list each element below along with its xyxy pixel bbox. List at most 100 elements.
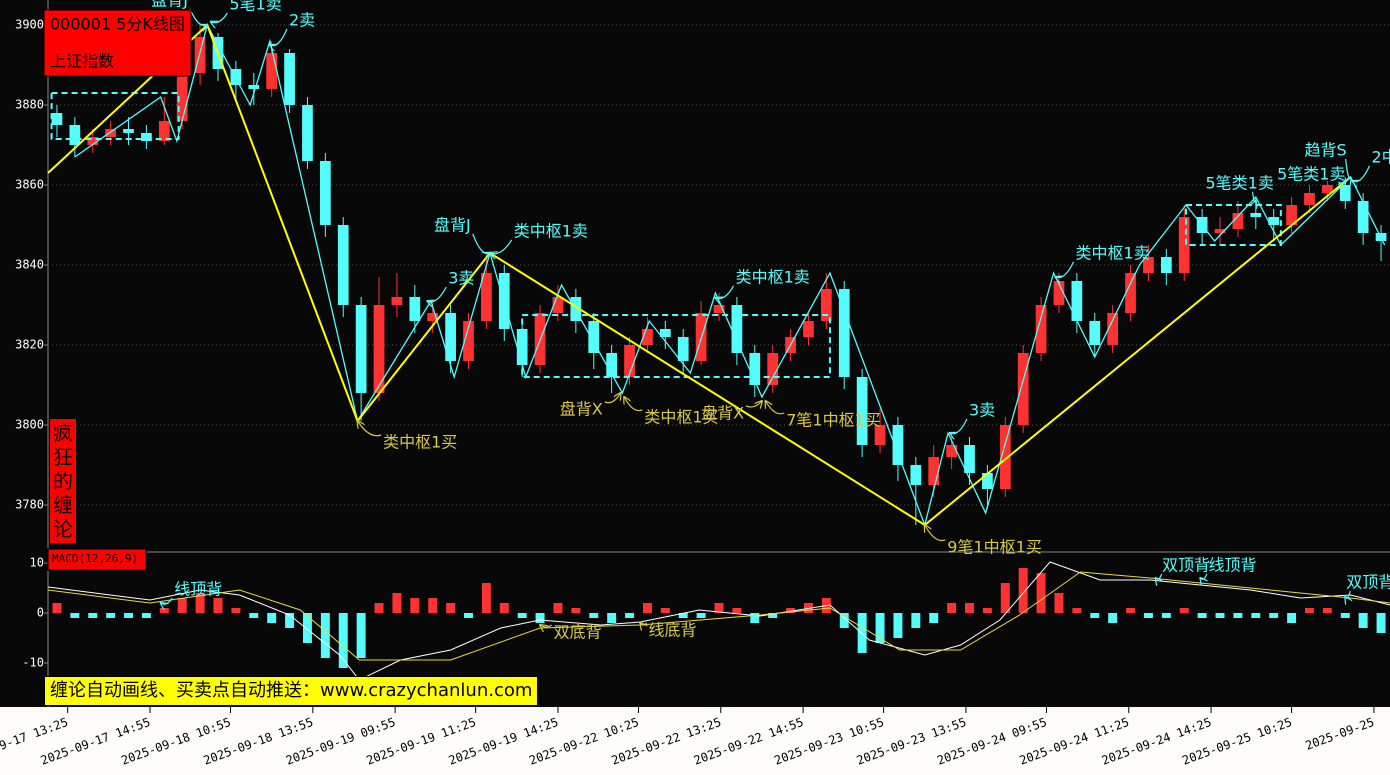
candle-body: [1339, 185, 1351, 201]
annotation-arrow: [1253, 191, 1256, 202]
macd-bar: [875, 613, 885, 643]
annotation-label: 2卖: [289, 11, 315, 30]
annotation-arrow: [950, 418, 968, 434]
annotation-label: 类中枢1买: [383, 433, 457, 452]
candle-body: [767, 353, 779, 385]
annotation-label: 类中枢1卖: [1076, 243, 1150, 262]
macd-bar: [607, 613, 617, 623]
macd-bar: [70, 613, 80, 618]
macd-bar: [1251, 613, 1261, 618]
candle-body: [445, 313, 456, 361]
annotation-arrow: [745, 401, 762, 407]
annotation-arrow: [161, 597, 173, 604]
candle-body: [588, 321, 600, 353]
annotation-label: 9笔1中枢1买: [947, 537, 1042, 556]
macd-bar: [1322, 608, 1332, 613]
macd-bar: [195, 593, 205, 613]
macd-bar: [285, 613, 295, 628]
dea-line: [47, 571, 1390, 661]
macd-label-box: MACD(12,26,9): [47, 548, 147, 571]
candle-body: [1286, 205, 1297, 225]
macd-bar: [965, 603, 974, 613]
candle-body: [964, 445, 975, 473]
annotation-label: 5笔类1卖: [1206, 173, 1274, 192]
candle-body: [409, 297, 421, 321]
candle-body: [677, 337, 689, 361]
annotation-label: 双顶背: [1162, 556, 1210, 575]
macd-bar: [1215, 613, 1225, 618]
annotation-label: 5笔类1卖: [1277, 165, 1345, 184]
macd-bar: [356, 613, 366, 658]
candle-body: [1214, 229, 1226, 233]
macd-bar: [1000, 583, 1010, 613]
macd-bar: [714, 603, 724, 613]
candle-body: [69, 125, 81, 145]
annotation-arrow: [1055, 261, 1075, 278]
annotation-arrow: [270, 28, 288, 46]
annotation-arrow: [624, 397, 643, 412]
candle-body: [1107, 313, 1119, 345]
candle-body: [1017, 353, 1029, 425]
y-tick-label: -10: [22, 656, 44, 670]
macd-bar: [374, 603, 384, 613]
annotation-label: 类中枢1买: [644, 407, 718, 426]
macd-bar: [1143, 613, 1153, 618]
candle-body: [427, 313, 439, 321]
macd-bar: [52, 603, 62, 613]
candle-body: [838, 289, 850, 377]
macd-bar: [982, 608, 992, 613]
annotation-arrow: [358, 421, 382, 437]
candle-body: [659, 329, 671, 337]
annotation-arrow: [715, 285, 735, 299]
macd-bar: [1126, 608, 1136, 613]
candle-body: [731, 305, 743, 353]
y-tick-label: 3820: [15, 338, 44, 352]
macd-bar: [678, 613, 688, 618]
macd-bar: [1179, 608, 1189, 613]
macd-bar: [1233, 613, 1243, 618]
y-tick-label: 3800: [15, 418, 44, 432]
pivot-box: [521, 314, 831, 378]
brand: 疯狂的缠论: [49, 418, 77, 544]
candle-body: [194, 37, 206, 73]
y-tick-label: 10: [30, 556, 44, 570]
candle-body: [248, 85, 260, 89]
candle-body: [302, 105, 313, 161]
candle-body: [1268, 217, 1280, 225]
macd-bar: [1269, 613, 1279, 618]
macd-bar: [231, 608, 241, 613]
macd-bar: [1197, 613, 1207, 618]
candle-body: [1304, 193, 1315, 205]
annotation-label: 盘背X: [701, 403, 744, 422]
candle-body: [123, 129, 134, 133]
candle-body: [946, 445, 957, 457]
annotation-arrow: [640, 623, 646, 625]
macd-bar: [88, 613, 98, 618]
macd-bar: [177, 598, 187, 613]
macd-bar: [267, 613, 277, 623]
candle-body: [1322, 185, 1333, 193]
annotation-label: 趋背S: [1304, 141, 1346, 160]
candle-body: [337, 225, 349, 305]
candle-body: [1178, 217, 1190, 273]
title-box: 000001 5分K线图 上证指数: [43, 9, 192, 77]
y-tick-label: 3860: [15, 178, 44, 192]
annotation-label: 3卖: [448, 269, 474, 288]
candle-body: [141, 133, 152, 141]
candle-body: [373, 305, 385, 393]
candle-body: [892, 425, 904, 465]
banner: 缠论自动画线、买卖点自动推送：www.crazychanlun.com: [44, 676, 539, 706]
candle-body: [87, 137, 99, 145]
annotation-label: 5笔1卖: [229, 0, 281, 14]
candle-body: [910, 465, 922, 485]
annotation-arrow: [490, 239, 513, 254]
title-background: [43, 9, 192, 77]
candle-body: [570, 297, 582, 321]
macd-bar: [768, 613, 778, 618]
macd-bar: [1340, 613, 1350, 618]
candle-body: [319, 161, 331, 225]
macd-bar: [589, 613, 599, 618]
candle-body: [1125, 273, 1136, 313]
